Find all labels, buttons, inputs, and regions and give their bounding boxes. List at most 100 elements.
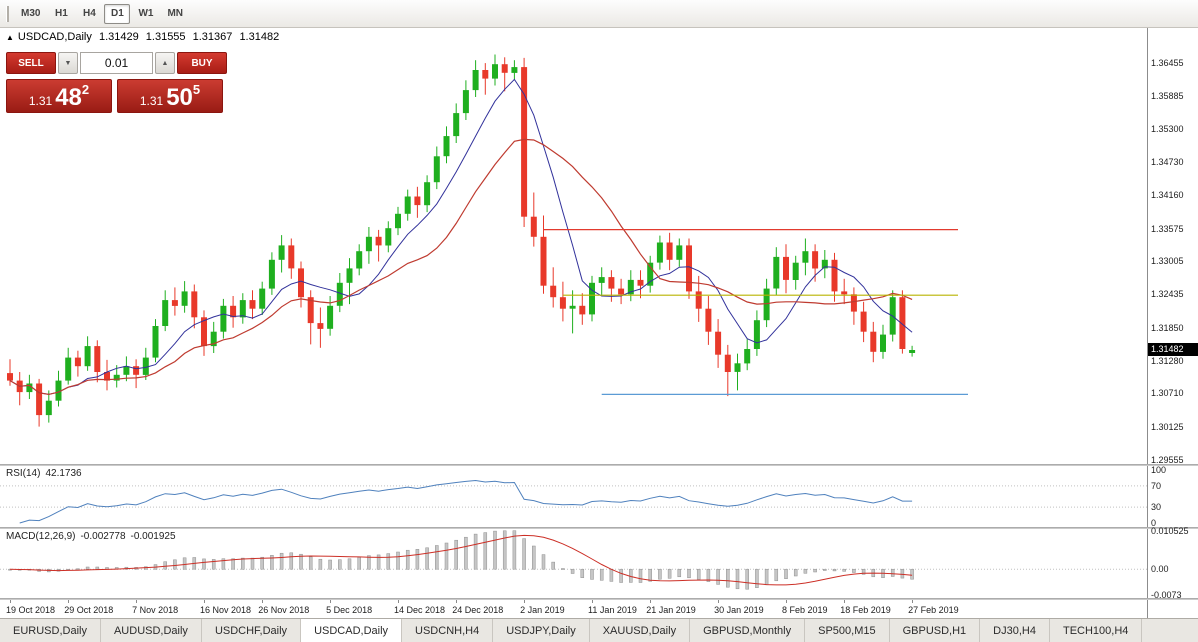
date-axis-label: 21 Jan 2019 [646, 605, 696, 615]
date-axis-label: 29 Oct 2018 [64, 605, 114, 615]
rsi-pane: RSI(14) 42.1736 100 70 30 0 [0, 465, 1198, 528]
timeframe-button-w1[interactable]: W1 [138, 8, 154, 19]
toolbar-grip-handle[interactable] [6, 5, 9, 22]
timeframe-button-m30[interactable]: M30 [21, 8, 41, 19]
date-tick-mark [456, 600, 458, 603]
tab-gbpusd-monthly[interactable]: GBPUSD,Monthly [690, 619, 806, 642]
bid-price-pips: 48 [55, 83, 82, 111]
symbol-marker-icon: ▲ [6, 33, 14, 42]
triangle-up-icon: ▲ [161, 59, 169, 67]
date-axis-label: 14 Dec 2018 [394, 605, 446, 615]
tab-usdcad-daily[interactable]: USDCAD,Daily [301, 619, 403, 642]
ohlc-low-value: 1.31367 [192, 31, 233, 43]
pane-splitter[interactable] [0, 464, 1198, 466]
axis-tick-label: 1.34160 [1151, 189, 1184, 200]
main-chart-plot[interactable]: ▲ USDCAD,Daily 1.31429 1.31555 1.31367 1.… [0, 28, 1147, 464]
date-tick-mark [592, 600, 593, 603]
date-tick-mark [650, 600, 652, 603]
ohlc-high-value: 1.31555 [145, 31, 186, 43]
tab-usdchf-daily[interactable]: USDCHF,Daily [202, 619, 302, 642]
chart-ohlc-header: ▲ USDCAD,Daily 1.31429 1.31555 1.31367 1.… [6, 31, 283, 43]
axis-tick-label: 1.30710 [1151, 388, 1184, 399]
axis-tick-label: 100 [1151, 465, 1167, 475]
tab-audusd-daily[interactable]: AUDUSD,Daily [101, 619, 202, 642]
date-axis-label: 18 Feb 2019 [840, 605, 891, 615]
axis-tick-label: 1.32435 [1151, 289, 1184, 300]
date-tick-mark [718, 600, 720, 603]
axis-tick-label: 0.010525 [1151, 526, 1189, 537]
rsi-value: 42.1736 [45, 468, 82, 479]
chart-workspace: ▲ USDCAD,Daily 1.31429 1.31555 1.31367 1.… [0, 28, 1198, 618]
tab-gbpusd-h1[interactable]: GBPUSD,H1 [890, 619, 981, 642]
axis-tick-label: 1.29555 [1151, 454, 1184, 465]
tab-eurusd-daily[interactable]: EURUSD,Daily [0, 619, 101, 642]
tab-usdjpy-daily[interactable]: USDJPY,Daily [493, 619, 590, 642]
axis-tick-label: 1.30125 [1151, 422, 1184, 433]
macd-indicator-label: MACD(12,26,9) -0.002778 -0.001925 [6, 531, 181, 542]
timeframe-button-d1[interactable]: D1 [104, 3, 131, 24]
axis-tick-label: 1.33575 [1151, 223, 1184, 234]
sell-button[interactable]: SELL [6, 52, 56, 74]
axis-tick-label: 1.31280 [1151, 355, 1184, 366]
date-tick-mark [786, 600, 787, 603]
date-tick-mark [262, 600, 264, 603]
macd-signal-value: -0.001925 [130, 531, 176, 542]
pane-splitter[interactable] [0, 598, 1198, 600]
timeframe-toolbar: M30 H1 H4 D1 W1 MN [0, 0, 1198, 28]
axis-tick-label: 1.31850 [1151, 322, 1184, 333]
date-axis-label: 5 Dec 2018 [326, 605, 373, 615]
buy-button[interactable]: BUY [177, 52, 227, 74]
timeframe-group: M30 H1 H4 D1 W1 MN [15, 3, 189, 24]
date-axis-label: 24 Dec 2018 [452, 605, 504, 615]
macd-main-value: -0.002778 [80, 531, 126, 542]
trend-lines[interactable] [543, 229, 969, 395]
timeframe-button-mn[interactable]: MN [167, 8, 184, 19]
date-tick-mark [136, 600, 138, 603]
axis-tick-label: 0.00 [1151, 564, 1169, 575]
date-axis-label: 8 Feb 2019 [782, 605, 828, 615]
date-axis-corner [1147, 600, 1198, 618]
one-click-trade-panel: SELL ▼ ▲ BUY 1.31 48 2 1.31 [6, 52, 227, 113]
rsi-svg [0, 479, 1147, 524]
date-axis-label: 27 Feb 2019 [908, 605, 959, 615]
date-tick-mark [68, 600, 70, 603]
main-price-axis: 1.31482 1.36455 1.35885 1.35300 1.34730 1.34… [1147, 28, 1198, 465]
date-axis-plot: 19 Oct 2018 29 Oct 2018 7 Nov 2018 16 Nov 2… [0, 600, 1147, 618]
volume-input[interactable] [80, 52, 153, 74]
rsi-name: RSI(14) [6, 468, 41, 479]
ohlc-open-value: 1.31429 [98, 31, 139, 43]
volume-increase-button[interactable]: ▲ [155, 52, 175, 74]
axis-tick-label: -0.0073 [1151, 590, 1182, 601]
tab-dj30-h4[interactable]: DJ30,H4 [980, 619, 1050, 642]
date-tick-mark [330, 600, 332, 603]
date-tick-mark [844, 600, 846, 603]
axis-tick-label: 1.35885 [1151, 90, 1184, 101]
tab-usdcnh-h4[interactable]: USDCNH,H4 [402, 619, 494, 642]
tab-sp500-m15[interactable]: SP500,M15 [805, 619, 890, 642]
axis-tick-label: 1.34730 [1151, 157, 1184, 168]
ask-price-prefix: 1.31 [139, 94, 164, 108]
pane-splitter[interactable] [0, 527, 1198, 529]
date-axis-label: 19 Oct 2018 [6, 605, 56, 615]
timeframe-button-h4[interactable]: H4 [83, 8, 96, 19]
axis-tick-label: 1.33005 [1151, 256, 1184, 267]
date-axis-label: 26 Nov 2018 [258, 605, 310, 615]
timeframe-button-h1[interactable]: H1 [55, 8, 68, 19]
tab-xauusd-daily[interactable]: XAUUSD,Daily [590, 619, 691, 642]
macd-plot[interactable]: MACD(12,26,9) -0.002778 -0.001925 [0, 529, 1147, 598]
macd-pane: MACD(12,26,9) -0.002778 -0.001925 0.010525… [0, 526, 1198, 601]
bid-price-point: 2 [81, 82, 90, 97]
date-tick-mark [912, 600, 914, 603]
ask-price-tile[interactable]: 1.31 50 5 [117, 79, 223, 113]
tab-tech100-h4[interactable]: TECH100,H4 [1050, 619, 1143, 642]
axis-tick-label: 30 [1151, 502, 1162, 513]
date-axis-label: 2 Jan 2019 [520, 605, 565, 615]
date-axis-label: 11 Jan 2019 [588, 605, 637, 615]
date-tick-mark [398, 600, 399, 603]
moving-average-lines [9, 78, 913, 396]
volume-decrease-button[interactable]: ▼ [58, 52, 78, 74]
bid-price-tile[interactable]: 1.31 48 2 [6, 79, 112, 113]
rsi-plot[interactable]: RSI(14) 42.1736 [0, 466, 1147, 527]
macd-svg [0, 530, 1147, 590]
